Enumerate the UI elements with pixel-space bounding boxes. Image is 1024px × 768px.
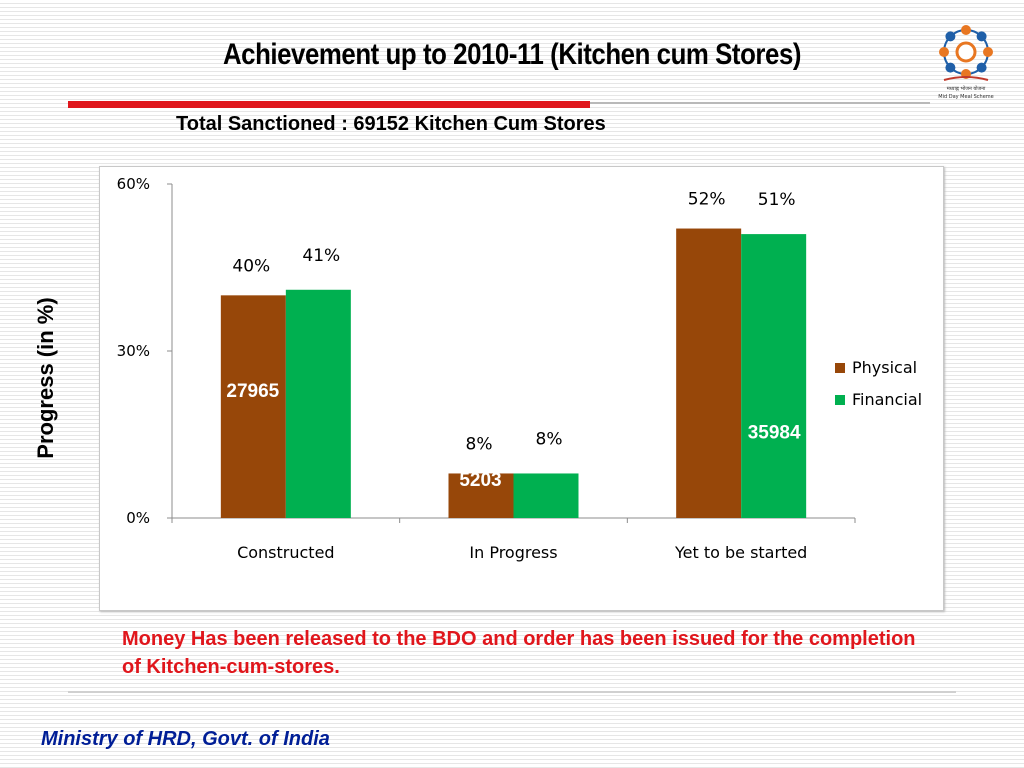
legend-label: Physical — [852, 358, 917, 377]
data-label: 51% — [758, 190, 796, 210]
title-underline-red — [68, 101, 590, 108]
x-tick-label: Constructed — [237, 543, 335, 562]
note-text: Money Has been released to the BDO and o… — [122, 628, 916, 678]
data-label: 8% — [536, 429, 563, 449]
y-axis-title: Progress (in %) — [33, 297, 58, 459]
count-label: 35984 — [748, 423, 801, 444]
logo-caption: Mid Day Meal Scheme — [938, 94, 993, 100]
legend-label: Financial — [852, 390, 922, 409]
count-label: 27965 — [226, 381, 279, 402]
y-tick-label: 0% — [126, 509, 150, 527]
bar-physical — [676, 228, 742, 518]
title-underline-gray — [590, 102, 930, 104]
x-tick-label: Yet to be started — [674, 543, 807, 562]
slide-title: Achievement up to 2010-11 (Kitchen cum S… — [222, 38, 802, 71]
x-tick-label: In Progress — [469, 543, 557, 562]
bar-physical — [448, 473, 514, 518]
count-label: 5203 — [459, 470, 501, 491]
footer-rule — [68, 691, 956, 693]
data-label: 8% — [466, 434, 493, 454]
chart-frame: 0% 30% 60% Constructed 40% 41% In Progress 8% 8%… — [99, 166, 944, 611]
footer-text: Ministry of HRD, Govt. of India — [41, 728, 330, 750]
data-label: 52% — [688, 190, 726, 210]
subtitle-total-sanctioned: Total Sanctioned : 69152 Kitchen Cum Sto… — [176, 113, 606, 135]
bar-financial — [285, 289, 351, 518]
bar-chart: 0% 30% 60% Constructed 40% 41% In Progress 8% 8%… — [117, 175, 922, 562]
legend-swatch-physical — [835, 363, 845, 373]
bar-physical — [220, 295, 286, 518]
data-label: 41% — [302, 246, 340, 266]
y-tick-label: 30% — [117, 342, 150, 360]
mid-day-meal-logo: मध्याह्न भोजन योजना Mid Day Meal Scheme — [938, 25, 994, 100]
y-tick-label: 60% — [117, 175, 150, 193]
legend-swatch-financial — [835, 395, 845, 405]
logo-hindi-text: मध्याह्न भोजन योजना — [947, 85, 986, 92]
data-label: 40% — [232, 256, 270, 276]
bar-financial — [741, 234, 807, 518]
bar-financial — [513, 473, 579, 518]
